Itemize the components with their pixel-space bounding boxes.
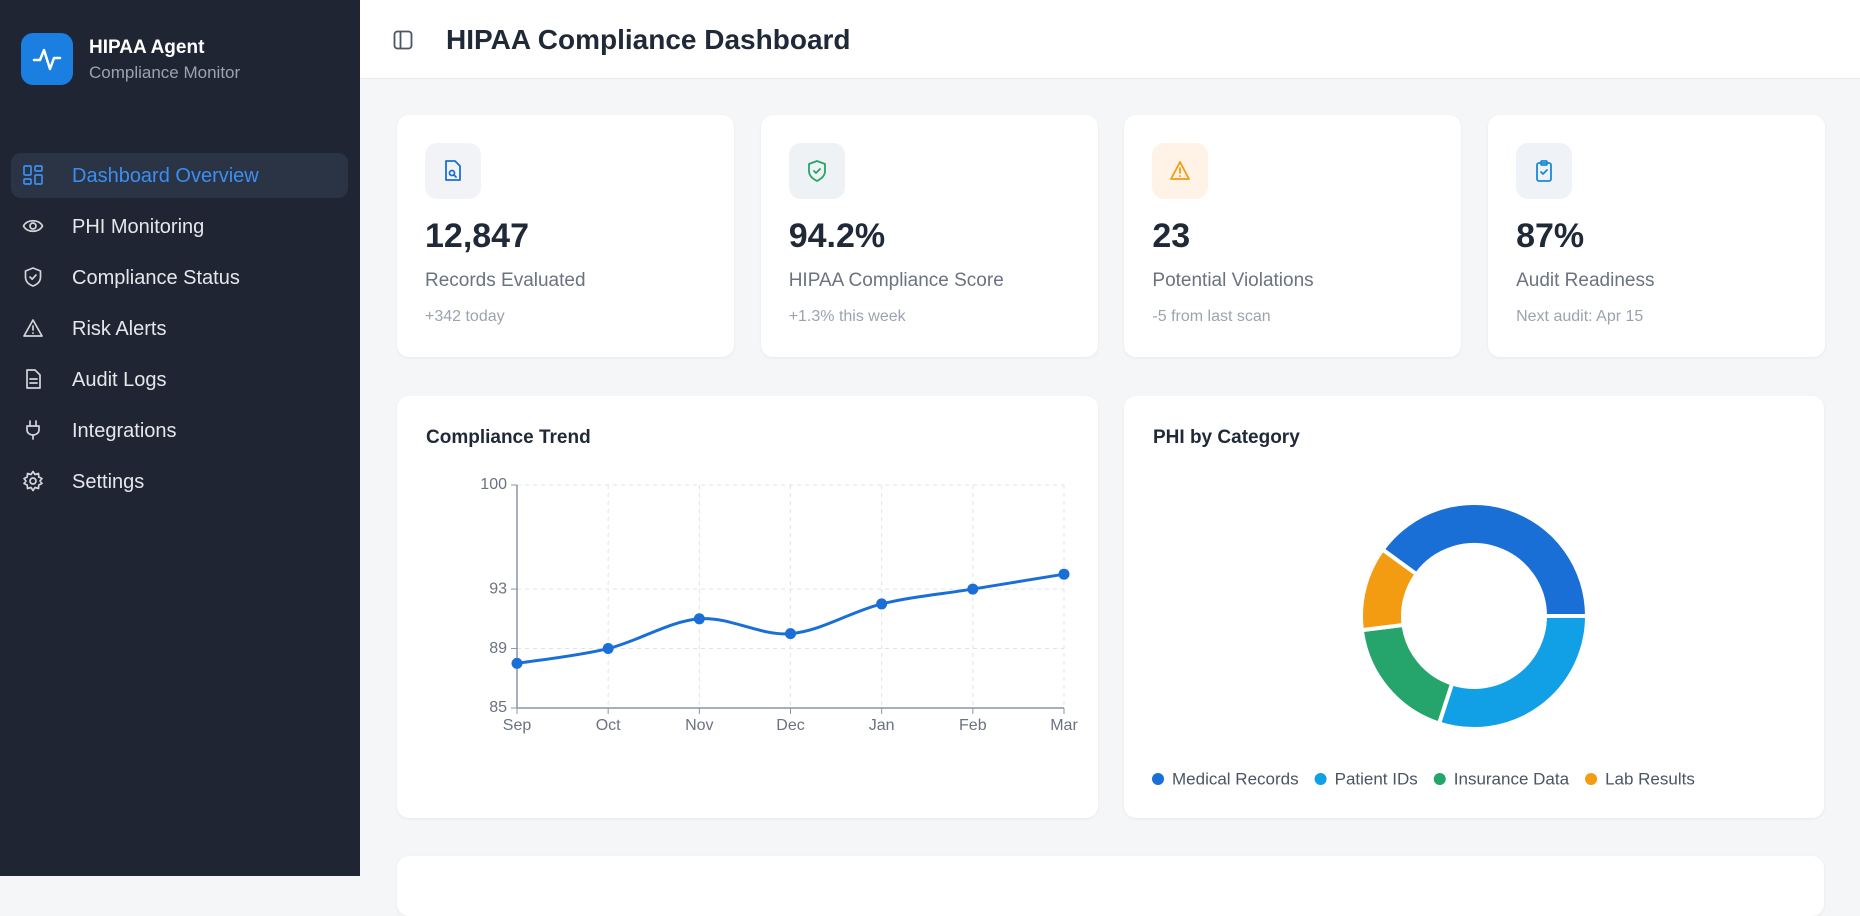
stat-icon	[1152, 143, 1209, 199]
stat-note: -5 from last scan	[1152, 308, 1271, 325]
legend-swatch	[1152, 773, 1164, 785]
nav-item[interactable]: Integrations	[11, 408, 348, 453]
x-tick-label: Mar	[1050, 717, 1078, 734]
stat-value: 87%	[1516, 217, 1585, 255]
stat-value: 94.2%	[788, 217, 886, 255]
nav-label: Dashboard Overview	[72, 165, 259, 187]
stat-card: 23 Potential Violations -5 from last scan	[1124, 115, 1462, 357]
nav-label: Risk Alerts	[72, 318, 167, 340]
y-tick-label: 100	[480, 476, 507, 493]
chart-title: PHI by Category	[1153, 427, 1300, 448]
sidebar-toggle[interactable]	[393, 30, 413, 50]
legend-swatch	[1433, 773, 1446, 785]
data-point	[1058, 568, 1070, 580]
nav-label: Settings	[72, 471, 145, 493]
nav-item[interactable]: Risk Alerts	[11, 306, 348, 351]
legend-swatch	[1585, 773, 1598, 785]
y-tick-label: 89	[489, 640, 507, 657]
stat-label: Records Evaluated	[425, 270, 586, 291]
stat-value: 23	[1152, 217, 1191, 255]
stat-note: +1.3% this week	[788, 308, 906, 325]
nav-icon	[23, 470, 43, 492]
chart-title: Compliance Trend	[426, 427, 591, 448]
stat-icon-glyph	[1170, 161, 1191, 180]
trend-card	[397, 396, 1098, 818]
nav-label: Compliance Status	[72, 267, 240, 289]
app-subtitle: Compliance Monitor	[89, 63, 241, 82]
x-tick-label: Oct	[596, 717, 621, 734]
nav-item[interactable]: Compliance Status	[11, 255, 348, 300]
charts-layer: Compliance Trend 85 89 93 100 Sep Oct Nov Dec Jan…	[426, 427, 1695, 788]
stat-icon	[788, 143, 845, 199]
stat-icon-glyph	[1536, 160, 1552, 182]
y-tick-label: 93	[489, 580, 507, 597]
donut-segment	[1379, 501, 1590, 618]
legend-label: Patient IDs	[1335, 769, 1418, 788]
x-tick-label: Nov	[685, 717, 713, 734]
nav-label: Audit Logs	[72, 369, 167, 391]
legend-label: Lab Results	[1605, 769, 1695, 788]
stat-label: Potential Violations	[1152, 270, 1314, 291]
page-title: HIPAA Compliance Dashboard	[446, 24, 851, 55]
y-tick-label: 85	[489, 699, 507, 716]
stat-card: 87% Audit Readiness Next audit: Apr 15	[1488, 115, 1826, 357]
data-point	[876, 598, 888, 610]
data-point	[785, 628, 796, 640]
sidebar: HIPAA Agent Compliance Monitor Dashboard…	[0, 0, 360, 876]
nav-item[interactable]: Dashboard Overview	[11, 153, 348, 198]
stat-label: Audit Readiness	[1516, 270, 1655, 291]
nav-label: PHI Monitoring	[72, 216, 205, 238]
legend-label: Medical Records	[1172, 769, 1299, 788]
x-tick-label: Sep	[503, 717, 532, 734]
data-point	[602, 643, 614, 655]
header: HIPAA Compliance Dashboard	[360, 0, 1860, 79]
stat-icon-glyph	[807, 160, 826, 182]
nav-icon	[26, 420, 40, 440]
nav-icon	[22, 219, 44, 233]
stat-note: +342 today	[425, 308, 505, 325]
app-name: HIPAA Agent	[89, 37, 205, 58]
logo-icon	[32, 48, 62, 71]
data-point	[967, 583, 979, 595]
nav-item[interactable]: Settings	[11, 459, 348, 504]
data-point	[693, 613, 705, 625]
stat-label: HIPAA Compliance Score	[788, 270, 1004, 291]
x-tick-label: Feb	[959, 717, 987, 734]
category-card	[1124, 396, 1824, 818]
nav-icon	[26, 369, 41, 389]
stat-card: 94.2% HIPAA Compliance Score +1.3% this we…	[760, 115, 1098, 357]
app-logo	[21, 33, 73, 85]
stat-value: 12,847	[425, 217, 529, 255]
nav-item[interactable]: PHI Monitoring	[11, 204, 348, 249]
legend-label: Insurance Data	[1454, 769, 1570, 788]
data-point	[511, 657, 523, 669]
trend-line	[516, 572, 1065, 665]
nav-item[interactable]: Audit Logs	[11, 357, 348, 402]
stat-icon	[1516, 143, 1573, 199]
nav-label: Integrations	[72, 420, 177, 442]
x-tick-label: Jan	[869, 717, 895, 734]
stat-card: 12,847 Records Evaluated +342 today	[397, 115, 734, 357]
donut-segment	[1436, 614, 1590, 731]
x-tick-label: Dec	[776, 717, 804, 734]
stat-icon	[425, 143, 481, 199]
nav-icon	[23, 165, 43, 185]
donut-segment	[1359, 546, 1420, 633]
donut-segment	[1359, 622, 1455, 726]
stat-note: Next audit: Apr 15	[1516, 308, 1644, 325]
stat-icon-glyph	[445, 160, 461, 181]
nav-icon	[23, 319, 43, 337]
legend-swatch	[1314, 773, 1327, 785]
page: HIPAA Agent Compliance Monitor Dashboard…	[0, 0, 1860, 876]
nav-icon	[24, 267, 42, 287]
